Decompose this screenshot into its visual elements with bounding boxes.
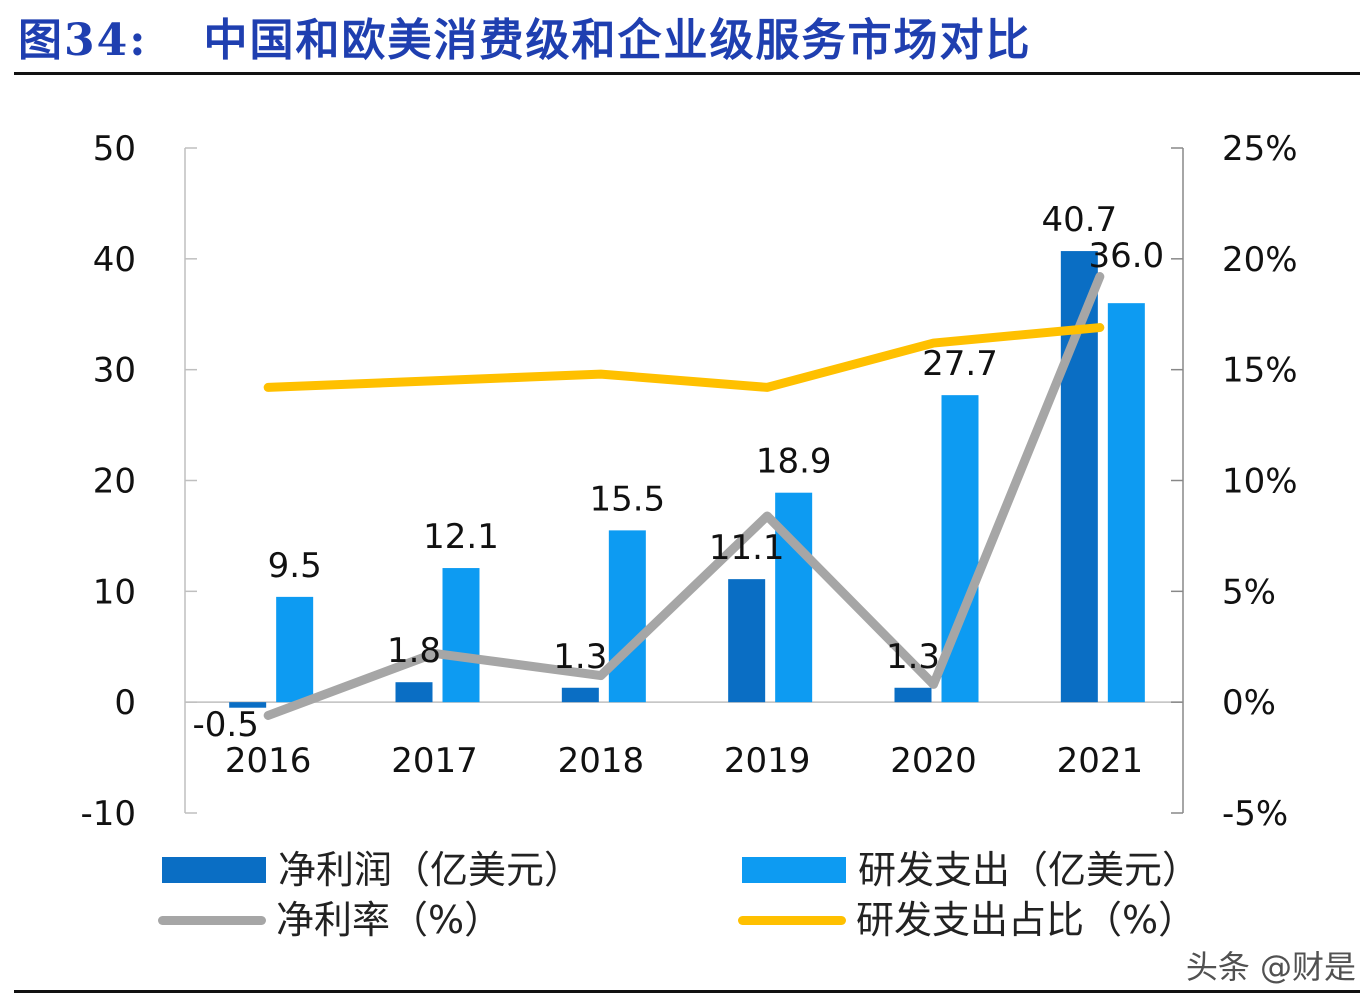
figure-title-text: 中国和欧美消费级和企业级服务市场对比 (203, 15, 1032, 66)
figure-title: 图34: 中国和欧美消费级和企业级服务市场对比 (18, 4, 1031, 68)
watermark: 头条 @财是 (1185, 948, 1356, 986)
legend-net-profit: 净利润（亿美元） (162, 848, 582, 892)
data-label-net-profit: 1.8 (387, 631, 441, 671)
legend-label: 研发支出占比（%） (856, 898, 1197, 942)
legend-label: 净利率（%） (276, 898, 503, 942)
data-label-net-profit: 1.3 (886, 637, 940, 677)
left-tick-label: 20 (93, 462, 136, 502)
x-tick-label: 2021 (1057, 741, 1144, 781)
bar-net-profit (894, 687, 932, 703)
line-net-margin (263, 272, 1105, 720)
legend-net-margin: 净利率（%） (158, 898, 502, 942)
legend-label: 研发支出（亿美元） (858, 848, 1201, 892)
data-label-rd: 18.9 (756, 442, 832, 482)
legend-swatch-rd-ratio (738, 915, 846, 925)
bar-net-profit (728, 579, 766, 703)
legend-swatch-net-profit (162, 857, 266, 883)
bottom-rule (14, 990, 1360, 993)
legend-swatch-net-margin (158, 915, 266, 925)
x-tick-label: 2020 (890, 741, 977, 781)
line-rd-ratio (263, 323, 1105, 392)
right-tick-label: 25% (1222, 129, 1298, 169)
bar-net-profit (561, 687, 599, 703)
figure-number: 图34: (18, 15, 148, 66)
data-label-net-profit: -0.5 (192, 705, 258, 745)
right-tick-label: 10% (1222, 462, 1298, 502)
legend-rd-ratio: 研发支出占比（%） (738, 898, 1196, 942)
data-label-net-profit: 1.3 (553, 637, 607, 677)
left-tick-label: -10 (80, 794, 136, 834)
right-tick-label: -5% (1222, 794, 1288, 834)
x-tick-label: 2019 (724, 741, 811, 781)
data-label-rd: 15.5 (589, 479, 665, 519)
top-rule (14, 72, 1360, 75)
right-tick-label: 20% (1222, 240, 1298, 280)
right-tick-label: 15% (1222, 351, 1298, 391)
bar-rd (276, 596, 314, 703)
right-tick-label: 0% (1222, 683, 1276, 723)
bar-rd (608, 530, 646, 703)
left-tick-label: 10 (93, 572, 136, 612)
bar-rd (442, 568, 480, 703)
data-label-rd: 12.1 (423, 517, 499, 557)
x-tick-label: 2016 (225, 741, 312, 781)
left-tick-label: 40 (93, 240, 136, 280)
left-tick-label: 30 (93, 351, 136, 391)
legend-swatch-rd (742, 857, 846, 883)
bar-rd (1107, 303, 1145, 703)
left-tick-label: 0 (114, 683, 136, 723)
legend-label: 净利润（亿美元） (278, 848, 583, 892)
data-label-net-profit: 11.1 (709, 528, 785, 568)
data-label-rd: 27.7 (922, 344, 998, 384)
left-tick-label: 50 (93, 129, 136, 169)
legend-rd: 研发支出（亿美元） (742, 848, 1200, 892)
x-tick-label: 2017 (391, 741, 478, 781)
bar-net-profit (395, 682, 433, 703)
right-tick-label: 5% (1222, 572, 1276, 612)
x-tick-label: 2018 (558, 741, 645, 781)
data-label-rd: 9.5 (268, 546, 322, 586)
bar-net-profit (229, 702, 267, 708)
data-label-rd: 36.0 (1088, 236, 1164, 276)
data-label-net-profit: 40.7 (1041, 200, 1117, 240)
